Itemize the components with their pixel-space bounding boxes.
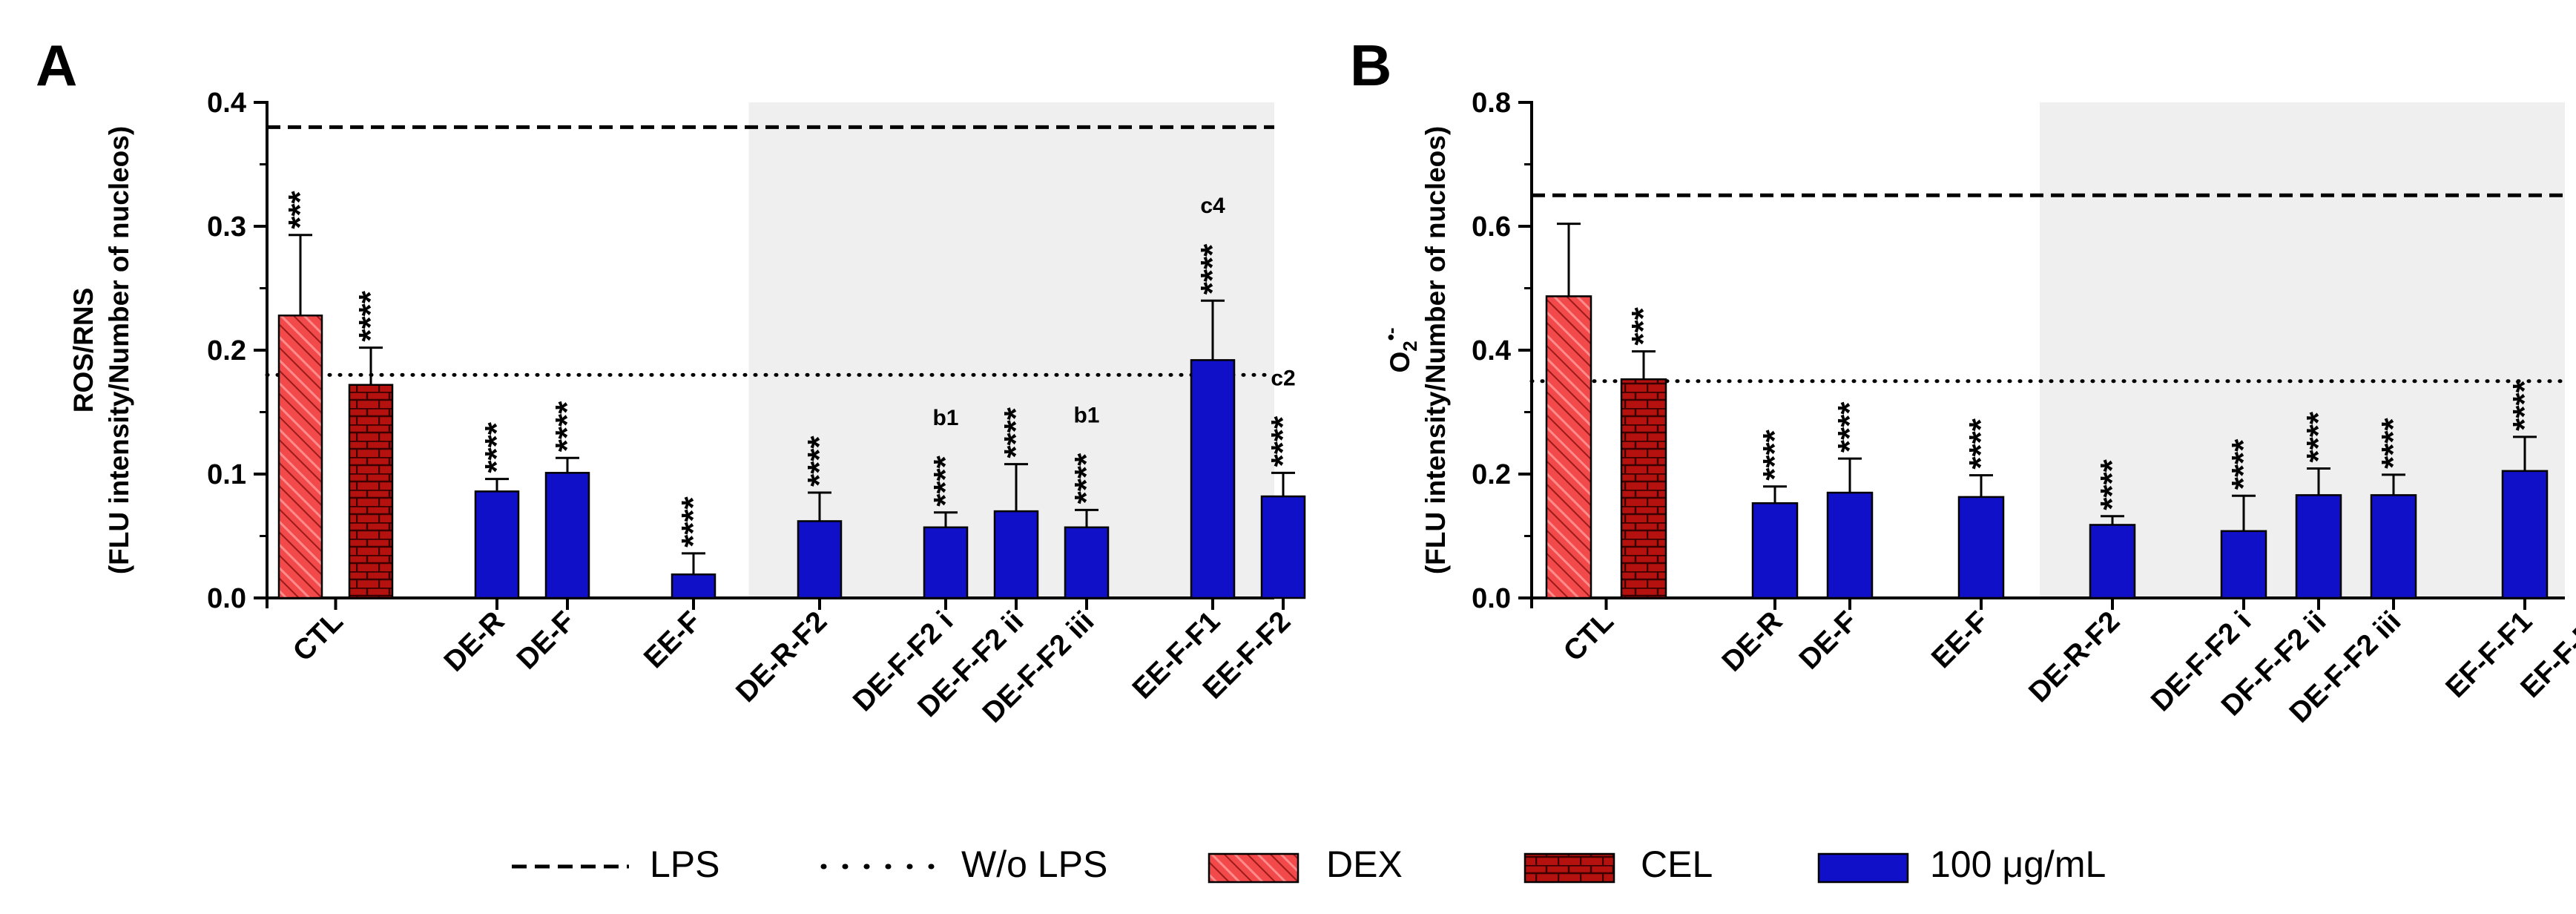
bar bbox=[1826, 491, 1874, 599]
bar bbox=[2501, 470, 2549, 599]
bar bbox=[797, 520, 843, 599]
legend-lps-label: LPS bbox=[650, 844, 720, 885]
significance-stars: **** bbox=[2094, 458, 2130, 510]
y-tick-label: 0.6 bbox=[1472, 211, 1511, 243]
panel-a-y-label-line2: (FLU intensity/Number of nucleos) bbox=[104, 126, 134, 574]
significance-letter: c2 bbox=[1271, 366, 1295, 390]
x-category-label: DE-R bbox=[438, 605, 511, 678]
y-tick-label: 0.3 bbox=[207, 211, 246, 243]
x-category-label: EE-F bbox=[1926, 605, 1994, 674]
significance-stars: **** bbox=[2300, 411, 2336, 462]
significance-stars: **** bbox=[1963, 418, 1999, 469]
significance-stars: **** bbox=[801, 435, 837, 487]
significance-stars: **** bbox=[2225, 438, 2262, 490]
bar bbox=[1260, 495, 1306, 599]
panel-b-y-label-line1: O2•- bbox=[1380, 327, 1421, 372]
significance-letter: b1 bbox=[932, 406, 958, 430]
panel-a-y-axis-label: ROS/RNS (FLU intensity/Number of nucleos… bbox=[68, 126, 134, 574]
significance-stars: **** bbox=[549, 401, 585, 452]
significance-stars: *** bbox=[282, 190, 318, 228]
significance-stars: **** bbox=[675, 496, 711, 548]
significance-stars: **** bbox=[1756, 429, 1793, 480]
significance-stars: **** bbox=[998, 407, 1034, 458]
panel-b-y-label-o: O bbox=[1385, 352, 1415, 373]
x-category-label: DE-F bbox=[511, 605, 582, 676]
bar bbox=[1751, 502, 1799, 599]
bar bbox=[2295, 494, 2342, 599]
bar bbox=[1620, 378, 1667, 599]
x-category-label: DE-R bbox=[1716, 605, 1789, 678]
bar bbox=[277, 314, 323, 599]
panel-b-letter: B bbox=[1350, 33, 1391, 98]
bar bbox=[348, 384, 394, 599]
bar bbox=[2370, 494, 2417, 599]
x-category-label: DE-R-F2 bbox=[2023, 605, 2126, 708]
y-tick-label: 0.2 bbox=[1472, 459, 1511, 490]
significance-stars: **** bbox=[2506, 380, 2543, 431]
panel-a-y-label-line1: ROS/RNS bbox=[68, 288, 99, 413]
y-tick-label: 0.0 bbox=[207, 583, 246, 614]
y-tick-label: 0.8 bbox=[1472, 88, 1511, 119]
bar bbox=[1545, 295, 1592, 599]
panel-b-y-label-sup: •- bbox=[1380, 327, 1402, 341]
legend-cel-label: CEL bbox=[1641, 844, 1713, 885]
bar bbox=[1957, 496, 2005, 599]
x-category-label: CTL bbox=[1558, 605, 1620, 668]
bar bbox=[544, 472, 590, 599]
bar bbox=[2220, 530, 2267, 599]
legend-dex-label: DEX bbox=[1326, 844, 1403, 885]
bar bbox=[1190, 359, 1236, 599]
legend-treat-label: 100 μg/mL bbox=[1930, 844, 2106, 885]
panel-a-letter: A bbox=[36, 33, 77, 98]
legend-cel-swatch bbox=[1523, 852, 1615, 884]
legend-treat-swatch bbox=[1817, 852, 1909, 884]
x-category-label: DE-F bbox=[1793, 605, 1864, 676]
legend-wolps-label: W/o LPS bbox=[961, 844, 1107, 885]
bar bbox=[1064, 526, 1110, 599]
bar bbox=[474, 490, 520, 599]
significance-stars: **** bbox=[2375, 417, 2411, 468]
significance-letter: b1 bbox=[1073, 403, 1099, 427]
panel-b-y-axis-label: O2•- (FLU intensity/Number of nucleos) bbox=[1380, 126, 1451, 574]
legend: LPS W/o LPS DEX CEL 100 μg/mL bbox=[512, 844, 2106, 885]
y-tick-label: 0.2 bbox=[207, 335, 246, 366]
bar bbox=[671, 573, 717, 599]
significance-stars: **** bbox=[1831, 401, 1868, 453]
significance-stars: **** bbox=[352, 290, 389, 341]
significance-stars: **** bbox=[927, 455, 963, 506]
panel-b-y-label-line2: (FLU intensity/Number of nucleos) bbox=[1420, 126, 1451, 574]
significance-letter: c4 bbox=[1200, 194, 1225, 218]
significance-stars: **** bbox=[478, 421, 515, 473]
legend-dex-swatch bbox=[1208, 852, 1299, 884]
y-tick-label: 0.4 bbox=[1472, 335, 1511, 366]
y-tick-label: 0.1 bbox=[207, 459, 246, 490]
x-category-label: DE-R-F2 bbox=[730, 605, 833, 708]
bar bbox=[993, 510, 1039, 599]
significance-stars: **** bbox=[1194, 243, 1231, 295]
panel-a: A ROS/RNS (FLU intensity/Number of nucle… bbox=[36, 33, 1306, 729]
panel-b: B O2•- (FLU intensity/Number of nucleos)… bbox=[1350, 33, 2576, 729]
panel-b-y-label-sub: 2 bbox=[1399, 341, 1421, 351]
y-tick-label: 0.4 bbox=[207, 88, 246, 119]
x-category-label: CTL bbox=[287, 605, 349, 668]
bar bbox=[923, 526, 969, 599]
y-tick-label: 0.0 bbox=[1472, 583, 1511, 614]
significance-stars: **** bbox=[1068, 453, 1104, 504]
bar bbox=[2089, 524, 2136, 599]
significance-stars: *** bbox=[1625, 306, 1661, 345]
x-category-label: EE-F bbox=[638, 605, 707, 674]
significance-stars: **** bbox=[1265, 415, 1301, 467]
